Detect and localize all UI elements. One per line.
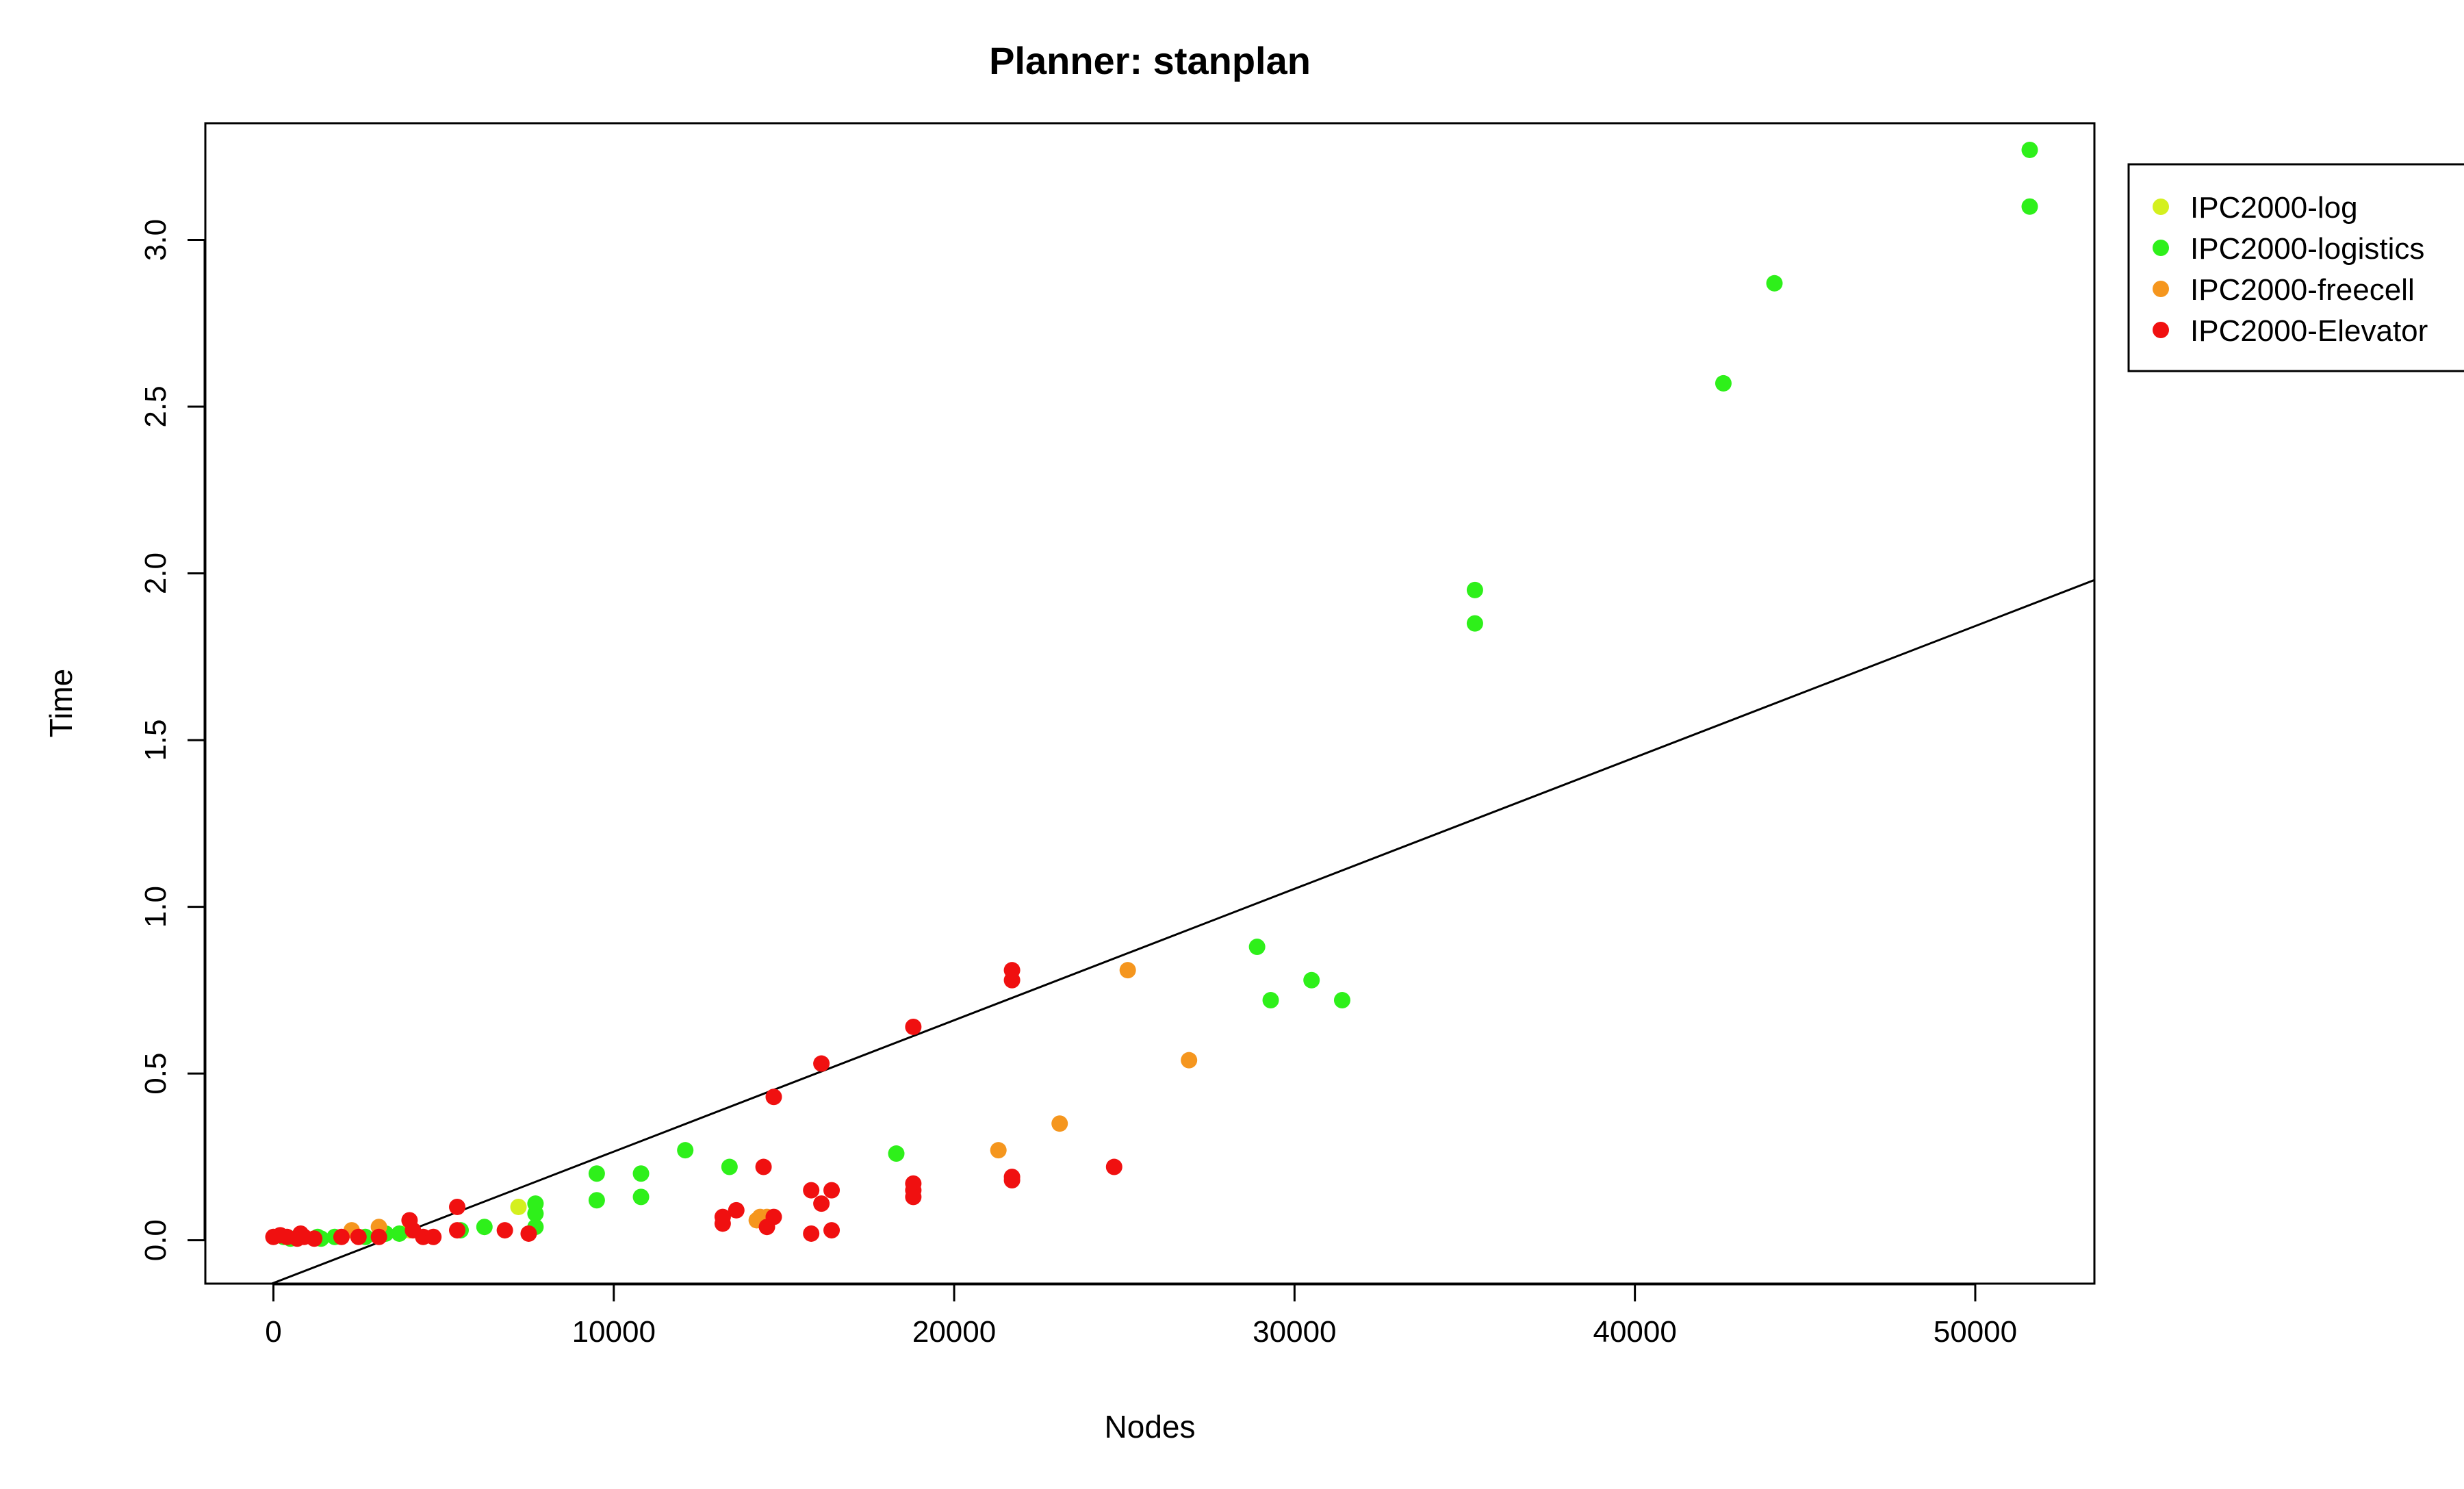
data-point bbox=[905, 1018, 922, 1035]
data-point bbox=[1766, 275, 1783, 292]
legend-marker bbox=[2153, 199, 2169, 215]
y-tick-label: 0.0 bbox=[139, 1219, 172, 1261]
y-tick-label: 2.0 bbox=[139, 552, 172, 594]
data-point bbox=[2021, 141, 2038, 158]
data-point bbox=[888, 1145, 905, 1162]
legend-label: IPC2000-log bbox=[2190, 191, 2358, 225]
x-axis: 0 10000 20000 30000 40000 50000 bbox=[265, 1283, 2017, 1349]
data-point bbox=[632, 1165, 650, 1182]
data-point bbox=[990, 1142, 1007, 1159]
legend-label: IPC2000-Elevator bbox=[2190, 314, 2428, 348]
legend-marker bbox=[2153, 240, 2169, 256]
data-point bbox=[813, 1195, 830, 1212]
data-point bbox=[803, 1182, 820, 1199]
data-point bbox=[588, 1165, 605, 1182]
x-tick-label: 40000 bbox=[1593, 1315, 1676, 1349]
data-point bbox=[476, 1219, 493, 1236]
data-point bbox=[765, 1089, 782, 1106]
data-point bbox=[765, 1208, 782, 1225]
data-point bbox=[2021, 198, 2038, 215]
data-point bbox=[803, 1225, 820, 1242]
x-tick-label: 20000 bbox=[912, 1315, 996, 1349]
data-point bbox=[1466, 615, 1483, 632]
data-point bbox=[527, 1205, 544, 1222]
data-point bbox=[333, 1228, 350, 1245]
data-point bbox=[449, 1222, 465, 1239]
y-tick-label: 2.5 bbox=[139, 385, 172, 427]
data-point bbox=[1248, 939, 1266, 956]
y-tick-label: 1.0 bbox=[139, 886, 172, 928]
regression-line bbox=[269, 578, 2094, 1284]
y-axis: 0.0 0.5 1.0 1.5 2.0 2.5 3.0 bbox=[139, 219, 206, 1261]
data-point bbox=[721, 1158, 738, 1175]
data-point bbox=[588, 1192, 605, 1209]
data-point bbox=[755, 1158, 772, 1175]
series-IPC2000-logistics bbox=[275, 141, 2038, 1247]
data-point bbox=[1181, 1052, 1198, 1069]
x-tick-label: 0 bbox=[265, 1315, 281, 1349]
data-point bbox=[1051, 1115, 1068, 1132]
x-tick-label: 10000 bbox=[572, 1315, 656, 1349]
y-tick-label: 1.5 bbox=[139, 719, 172, 761]
data-point bbox=[632, 1188, 650, 1206]
data-point bbox=[714, 1215, 731, 1232]
data-point bbox=[1003, 1172, 1021, 1189]
data-point bbox=[370, 1228, 387, 1245]
data-point bbox=[905, 1188, 922, 1206]
legend: IPC2000-log IPC2000-logistics IPC2000-free… bbox=[2127, 163, 2464, 372]
data-point bbox=[823, 1222, 840, 1239]
data-point bbox=[350, 1228, 367, 1245]
legend-box bbox=[2127, 163, 2464, 372]
data-points bbox=[265, 141, 2038, 1247]
data-point bbox=[496, 1222, 513, 1239]
y-tick-label: 3.0 bbox=[139, 219, 172, 261]
y-tick-label: 0.5 bbox=[139, 1053, 172, 1095]
data-point bbox=[425, 1228, 442, 1245]
x-axis-label: Nodes bbox=[1105, 1409, 1196, 1445]
x-tick-label: 50000 bbox=[1934, 1315, 2017, 1349]
data-point bbox=[1262, 991, 1279, 1008]
data-point bbox=[510, 1198, 527, 1215]
series-IPC2000-Elevator bbox=[265, 962, 1122, 1247]
legend-label: IPC2000-logistics bbox=[2190, 232, 2424, 266]
data-point bbox=[1303, 971, 1320, 989]
data-point bbox=[1715, 374, 1732, 392]
data-point bbox=[1466, 581, 1483, 598]
data-point bbox=[391, 1225, 408, 1242]
data-point bbox=[813, 1055, 830, 1072]
data-point bbox=[520, 1225, 537, 1242]
data-point bbox=[306, 1230, 323, 1247]
data-point bbox=[1105, 1158, 1122, 1175]
legend-marker bbox=[2153, 322, 2169, 338]
legend-marker bbox=[2153, 281, 2169, 297]
data-point bbox=[823, 1182, 840, 1199]
data-point bbox=[1333, 991, 1350, 1008]
data-point bbox=[677, 1142, 694, 1159]
y-axis-label: Time bbox=[43, 669, 79, 738]
legend-label: IPC2000-freecell bbox=[2190, 273, 2415, 307]
plot-frame bbox=[204, 122, 2096, 1285]
data-point bbox=[1119, 962, 1136, 979]
data-point bbox=[449, 1198, 465, 1215]
data-point bbox=[1003, 971, 1021, 989]
data-point bbox=[728, 1201, 745, 1219]
x-tick-label: 30000 bbox=[1253, 1315, 1336, 1349]
chart-title: Planner: stanplan bbox=[989, 39, 1311, 82]
